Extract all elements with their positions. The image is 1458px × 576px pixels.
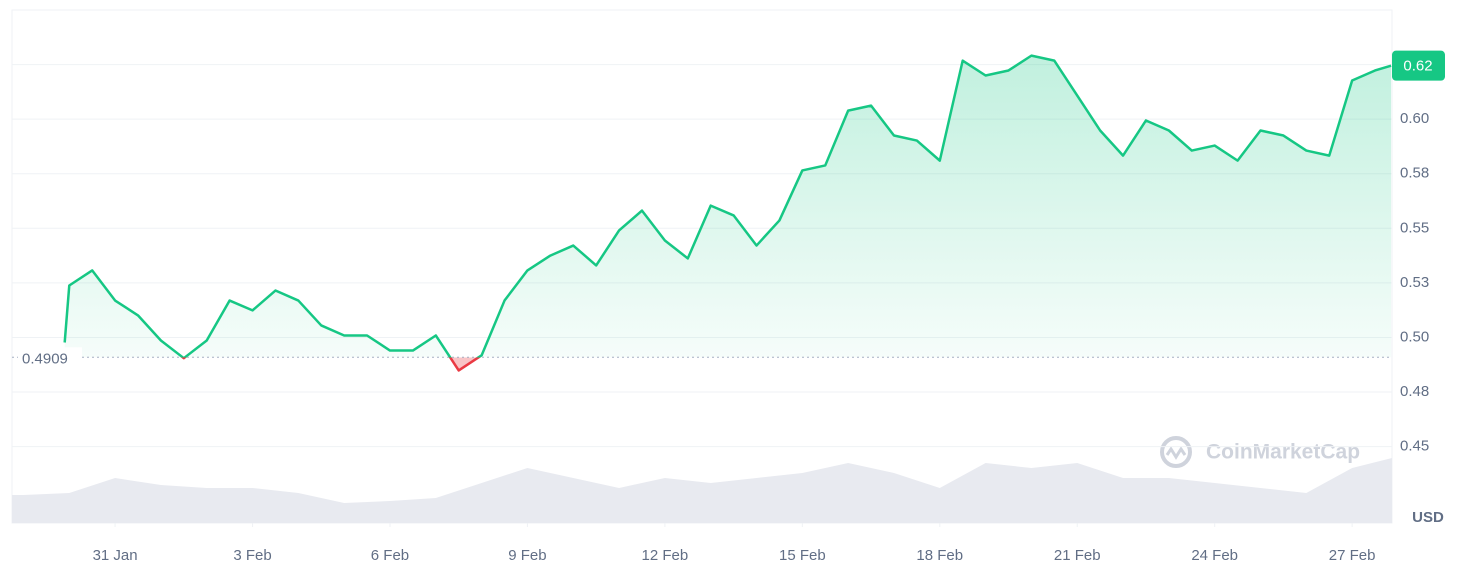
x-tick-label: 27 Feb — [1329, 547, 1376, 564]
baseline-label-bg — [18, 347, 82, 368]
x-tick-label: 6 Feb — [371, 547, 409, 564]
y-tick-label: 0.53 — [1400, 274, 1429, 291]
x-tick-label: 9 Feb — [508, 547, 546, 564]
baseline-label: 0.4909 — [22, 350, 68, 367]
x-tick-label: 21 Feb — [1054, 547, 1101, 564]
price-line — [63, 54, 1392, 372]
x-tick-label: 12 Feb — [642, 547, 689, 564]
y-unit: USD — [1412, 509, 1444, 526]
x-tick-label: 24 Feb — [1191, 547, 1238, 564]
watermark: CoinMarketCap — [1160, 436, 1360, 468]
x-tick-label: 15 Feb — [779, 547, 826, 564]
y-tick-label: 0.55 — [1400, 219, 1429, 236]
x-tick-label: 3 Feb — [233, 547, 271, 564]
watermark-text: CoinMarketCap — [1206, 441, 1360, 464]
y-tick-label: 0.45 — [1400, 438, 1429, 455]
y-tick-label: 0.48 — [1400, 383, 1429, 400]
x-tick-label: 18 Feb — [916, 547, 963, 564]
y-tick-label: 0.50 — [1400, 328, 1429, 345]
last-price-tag — [1392, 50, 1445, 81]
y-tick-label: 0.60 — [1400, 110, 1429, 127]
last-price-label: 0.62 — [1403, 58, 1432, 75]
volume-area — [12, 458, 1392, 523]
y-tick-label: 0.58 — [1400, 165, 1429, 182]
x-tick-label: 31 Jan — [93, 547, 138, 564]
